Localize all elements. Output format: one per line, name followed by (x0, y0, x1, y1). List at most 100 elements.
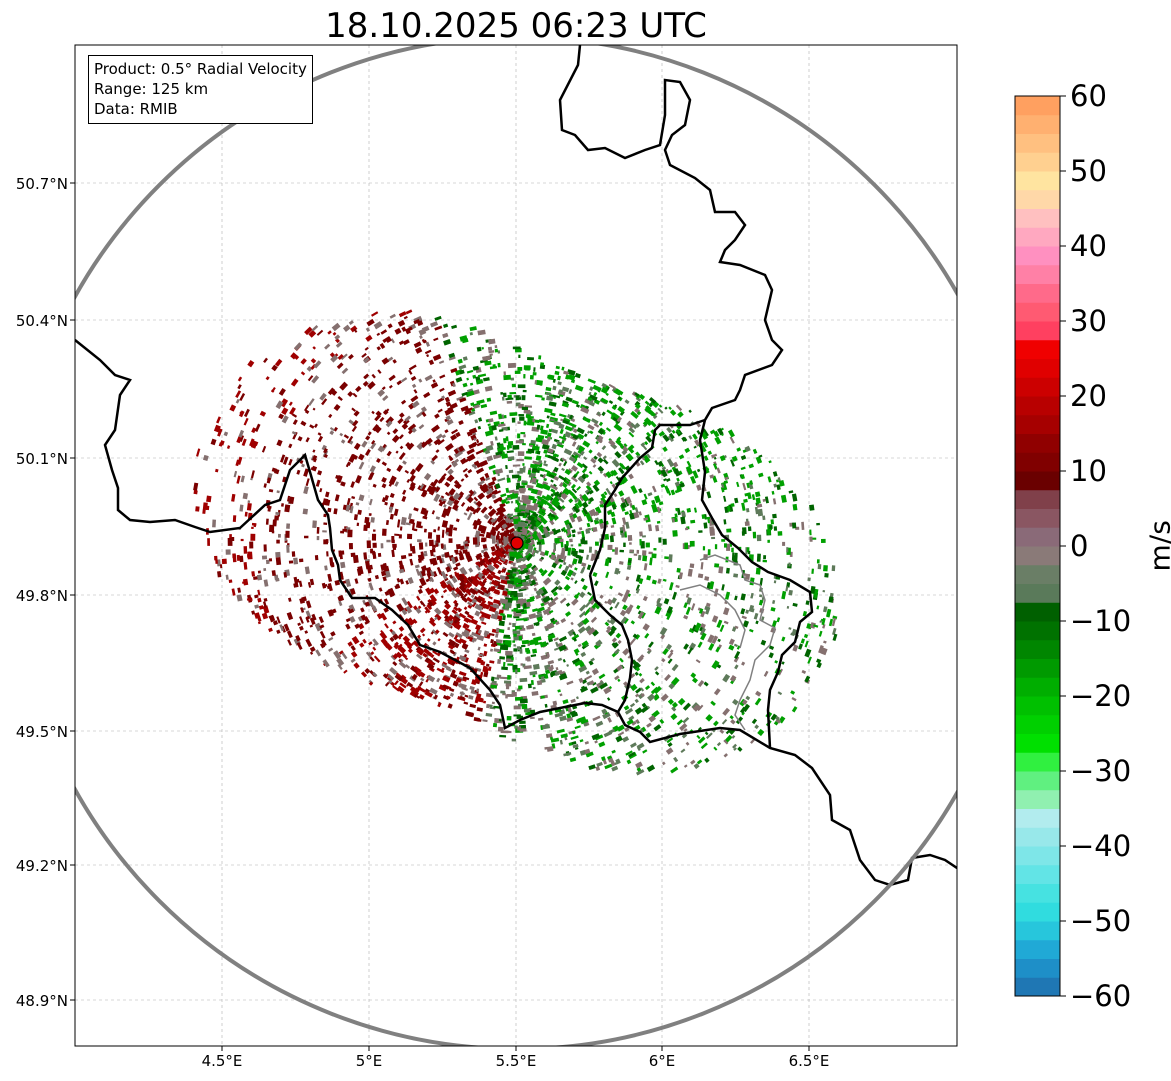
echo-pixel (430, 571, 435, 577)
echo-pixel (416, 595, 421, 601)
echo-pixel (736, 481, 740, 488)
echo-pixel (337, 596, 343, 602)
echo-pixel (721, 539, 726, 542)
echo-pixel (409, 686, 418, 694)
echo-pixel (666, 426, 673, 434)
echo-pixel (455, 518, 460, 523)
echo-pixel (700, 632, 707, 641)
echo-pixel (685, 527, 689, 531)
lat-tick-label: 49.5°N (15, 723, 68, 741)
echo-pixel (566, 716, 574, 722)
echo-pixel (612, 642, 619, 649)
echo-pixel (440, 595, 444, 599)
echo-pixel (266, 477, 272, 484)
echo-pixel (673, 468, 681, 477)
echo-pixel (488, 595, 493, 600)
echo-pixel (695, 659, 701, 664)
echo-pixel (530, 654, 537, 658)
echo-pixel (662, 446, 668, 453)
echo-pixel (272, 620, 279, 626)
echo-pixel (598, 741, 606, 748)
echo-pixel (506, 513, 514, 518)
echo-pixel (460, 405, 469, 412)
echo-pixel (503, 374, 512, 381)
echo-pixel (225, 549, 231, 555)
echo-pixel (357, 453, 365, 461)
echo-pixel (571, 657, 581, 665)
echo-pixel (263, 483, 267, 488)
echo-pixel (568, 374, 576, 381)
echo-pixel (540, 538, 545, 545)
echo-pixel (449, 672, 458, 679)
echo-pixel (535, 379, 543, 386)
echo-pixel (583, 722, 588, 727)
echo-pixel (495, 627, 500, 633)
echo-pixel (425, 587, 433, 596)
echo-pixel (584, 741, 590, 745)
echo-pixel (297, 622, 301, 626)
echo-pixel (788, 562, 791, 567)
echo-pixel (824, 572, 829, 578)
echo-pixel (635, 719, 640, 723)
echo-pixel (742, 527, 747, 535)
echo-pixel (426, 485, 434, 493)
echo-pixel (502, 615, 506, 621)
echo-pixel (577, 626, 586, 634)
echo-pixel (308, 329, 317, 338)
echo-pixel (537, 495, 543, 501)
echo-pixel (564, 611, 572, 617)
echo-pixel (532, 674, 536, 678)
echo-pixel (565, 374, 570, 380)
echo-pixel (338, 550, 342, 557)
echo-pixel (458, 670, 467, 677)
echo-pixel (773, 526, 778, 531)
echo-pixel (775, 479, 779, 483)
echo-pixel (511, 692, 517, 697)
echo-pixel (518, 635, 523, 641)
echo-pixel (445, 401, 452, 407)
echo-pixel (703, 522, 708, 529)
echo-pixel (445, 415, 452, 421)
echo-pixel (519, 649, 522, 653)
echo-pixel (502, 392, 507, 398)
echo-pixel (578, 543, 582, 547)
echo-pixel (405, 329, 411, 335)
echo-pixel (473, 595, 483, 603)
echo-pixel (488, 464, 496, 470)
echo-pixel (263, 597, 268, 602)
echo-pixel (347, 641, 353, 647)
echo-pixel (638, 672, 643, 677)
echo-pixel (448, 356, 456, 361)
echo-pixel (299, 558, 304, 563)
echo-pixel (579, 591, 586, 598)
echo-pixel (489, 648, 494, 652)
echo-pixel (692, 704, 701, 712)
echo-pixel (494, 611, 499, 616)
echo-pixel (523, 498, 532, 505)
echo-pixel (629, 637, 636, 645)
echo-pixel (484, 449, 491, 455)
echo-pixel (276, 616, 281, 624)
echo-pixel (500, 613, 505, 617)
echo-pixel (353, 410, 360, 417)
echo-pixel (809, 622, 816, 629)
echo-pixel (638, 488, 643, 494)
echo-pixel (267, 506, 272, 512)
echo-pixel (574, 651, 579, 656)
echo-pixel (549, 530, 554, 535)
echo-pixel (543, 460, 547, 464)
echo-pixel (698, 530, 703, 533)
echo-pixel (529, 444, 533, 448)
echo-pixel (696, 484, 702, 491)
echo-pixel (572, 743, 579, 749)
echo-pixel (254, 423, 261, 432)
echo-pixel (376, 458, 381, 464)
echo-pixel (540, 429, 548, 435)
echo-pixel (458, 612, 467, 619)
echo-pixel (475, 624, 482, 631)
echo-pixel (446, 474, 453, 482)
echo-pixel (314, 622, 323, 632)
echo-pixel (605, 392, 609, 396)
echo-pixel (202, 509, 206, 514)
echo-pixel (353, 328, 358, 333)
